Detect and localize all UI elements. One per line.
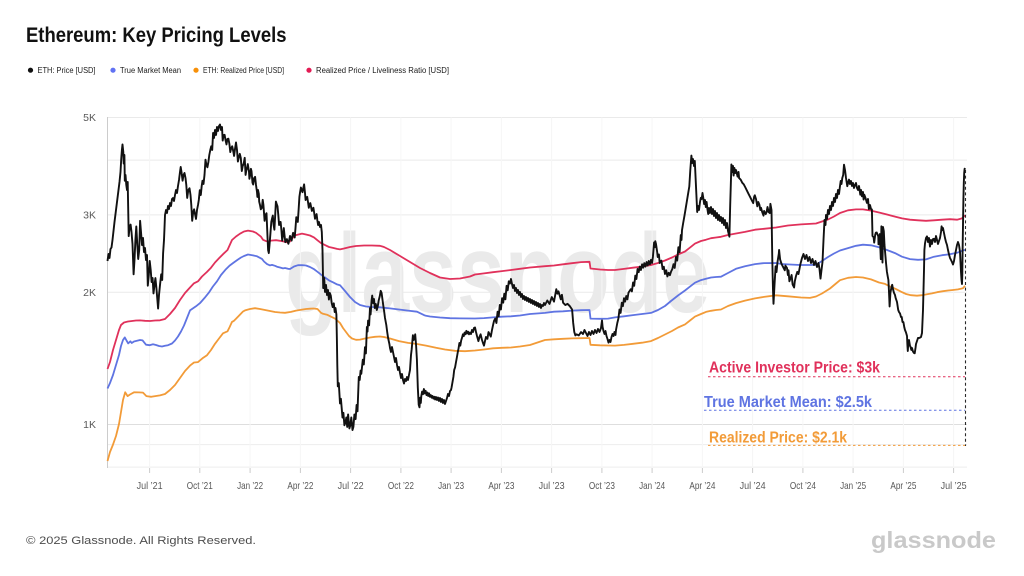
svg-text:Oct ’22: Oct ’22 [388,481,414,492]
svg-text:Jan ’22: Jan ’22 [237,481,263,492]
svg-text:Jan ’23: Jan ’23 [438,481,464,492]
svg-text:Jul ’24: Jul ’24 [740,481,766,492]
svg-text:Oct ’21: Oct ’21 [187,481,213,492]
svg-text:Jul ’21: Jul ’21 [137,481,163,492]
svg-text:2K: 2K [83,287,96,299]
svg-text:Active Investor Price: $3k: Active Investor Price: $3k [709,360,880,377]
svg-text:Oct ’24: Oct ’24 [790,481,816,492]
svg-text:Jul ’25: Jul ’25 [941,481,967,492]
svg-text:glassnode: glassnode [871,527,996,553]
svg-text:5K: 5K [83,112,96,124]
svg-text:Apr ’23: Apr ’23 [488,481,514,492]
svg-text:ETH: Price [USD]: ETH: Price [USD] [38,66,96,75]
svg-text:Apr ’22: Apr ’22 [287,481,313,492]
svg-text:Jan ’24: Jan ’24 [639,481,665,492]
svg-text:1K: 1K [83,419,96,431]
svg-text:Realized Price / Liveliness Ra: Realized Price / Liveliness Ratio [USD] [316,66,449,75]
svg-text:Apr ’25: Apr ’25 [890,481,916,492]
svg-text:Realized Price: $2.1k: Realized Price: $2.1k [709,429,847,446]
svg-text:Apr ’24: Apr ’24 [689,481,715,492]
svg-text:3K: 3K [83,210,96,222]
svg-text:Jul ’22: Jul ’22 [338,481,364,492]
svg-text:© 2025 Glassnode. All Rights R: © 2025 Glassnode. All Rights Reserved. [26,535,256,547]
svg-text:True Market Mean: $2.5k: True Market Mean: $2.5k [704,394,872,411]
svg-text:True Market Mean: True Market Mean [120,66,181,75]
svg-text:Ethereum: Key Pricing Levels: Ethereum: Key Pricing Levels [26,24,287,47]
svg-text:Oct ’23: Oct ’23 [589,481,615,492]
svg-text:Jan ’25: Jan ’25 [840,481,866,492]
svg-text:ETH: Realized Price [USD]: ETH: Realized Price [USD] [203,66,284,75]
svg-text:Jul ’23: Jul ’23 [539,481,565,492]
